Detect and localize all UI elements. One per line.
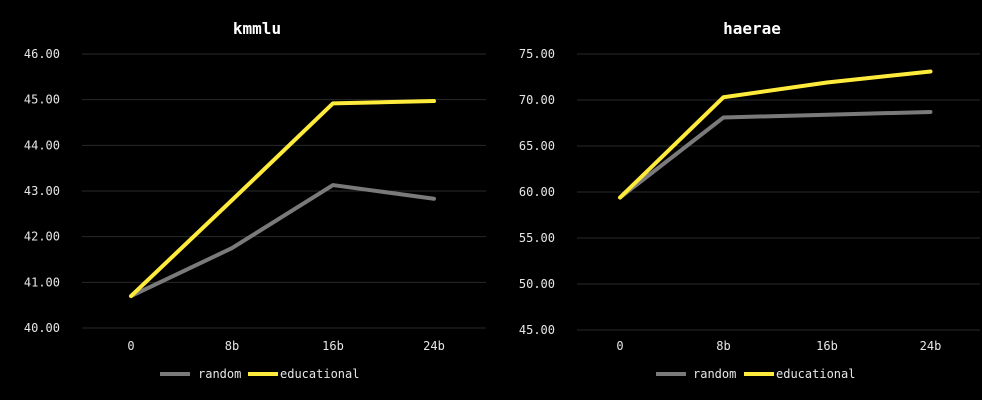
y-tick-label: 45.00 — [519, 323, 555, 337]
series-line-random — [618, 109, 933, 200]
legend-label-random: random — [198, 367, 241, 381]
y-tick-label: 50.00 — [519, 277, 555, 291]
y-tick-label: 55.00 — [519, 231, 555, 245]
legend-label-educational: educational — [776, 367, 855, 381]
legend: random educational — [160, 367, 359, 381]
y-tick-label: 60.00 — [519, 185, 555, 199]
grid-layer — [577, 53, 980, 331]
chart-kmmlu: kmmlu 40.00 41.00 42.00 43.00 44.00 45.00 46.0… — [24, 19, 486, 381]
series-line-educational — [129, 99, 436, 299]
x-tick-label: 8b — [225, 339, 239, 353]
x-tick-label: 16b — [322, 339, 344, 353]
series-layer — [129, 99, 436, 299]
chart-haerae: haerae 45.00 50.00 55.00 60.00 65.00 70.00 75.… — [519, 19, 980, 381]
x-tick-labels: 0 8b 16b 24b — [616, 339, 941, 353]
x-tick-label: 8b — [716, 339, 730, 353]
y-tick-label: 44.00 — [24, 138, 60, 152]
series-line-educational — [618, 69, 933, 200]
y-tick-label: 40.00 — [24, 321, 60, 335]
y-tick-label: 42.00 — [24, 230, 60, 244]
legend-label-random: random — [693, 367, 736, 381]
x-tick-label: 24b — [423, 339, 445, 353]
y-tick-label: 41.00 — [24, 275, 60, 289]
y-tick-label: 70.00 — [519, 93, 555, 107]
x-tick-label: 0 — [127, 339, 134, 353]
y-tick-labels: 45.00 50.00 55.00 60.00 65.00 70.00 75.00 — [519, 47, 555, 337]
x-tick-label: 24b — [920, 339, 942, 353]
y-tick-labels: 40.00 41.00 42.00 43.00 44.00 45.00 46.00 — [24, 47, 60, 335]
x-tick-labels: 0 8b 16b 24b — [127, 339, 444, 353]
series-line-random — [129, 183, 436, 299]
x-tick-label: 16b — [816, 339, 838, 353]
y-tick-label: 46.00 — [24, 47, 60, 61]
y-tick-label: 75.00 — [519, 47, 555, 61]
grid-layer — [82, 53, 486, 329]
y-tick-label: 65.00 — [519, 139, 555, 153]
chart-title: kmmlu — [233, 19, 281, 38]
y-tick-label: 43.00 — [24, 184, 60, 198]
series-layer — [618, 69, 933, 200]
chart-title: haerae — [723, 19, 781, 38]
legend-label-educational: educational — [280, 367, 359, 381]
x-tick-label: 0 — [616, 339, 623, 353]
y-tick-label: 45.00 — [24, 93, 60, 107]
legend: random educational — [656, 367, 855, 381]
